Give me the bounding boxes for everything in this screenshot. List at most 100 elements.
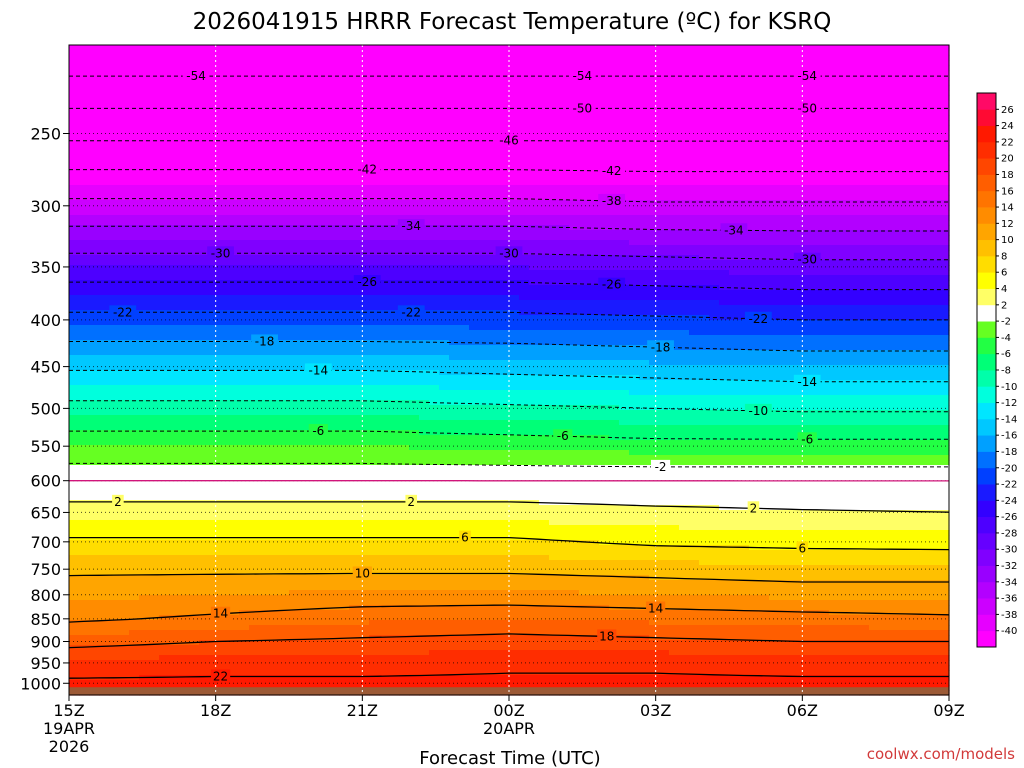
field-cell (379, 615, 390, 621)
field-cell (119, 445, 130, 451)
field-cell (269, 640, 280, 646)
field-cell (269, 245, 280, 251)
field-cell (179, 300, 190, 306)
field-cell (439, 265, 450, 271)
field-cell (279, 330, 290, 336)
field-cell (139, 115, 150, 121)
field-cell (319, 475, 330, 481)
field-cell (69, 505, 80, 511)
field-cell (169, 215, 180, 221)
field-cell (119, 365, 130, 371)
field-cell (119, 625, 130, 631)
field-cell (339, 515, 350, 521)
field-cell (229, 640, 240, 646)
field-cell (309, 625, 320, 631)
field-cell (219, 50, 230, 56)
field-cell (369, 665, 380, 671)
field-cell (319, 325, 330, 331)
field-cell (339, 170, 350, 176)
field-cell (279, 400, 290, 406)
field-cell (359, 205, 370, 211)
field-cell (409, 530, 420, 536)
field-cell (189, 465, 200, 471)
field-cell (179, 265, 190, 271)
field-cell (79, 385, 90, 391)
field-cell (89, 505, 100, 511)
field-cell (139, 490, 150, 496)
field-cell (279, 140, 290, 146)
field-cell (289, 505, 300, 511)
field-cell (439, 625, 450, 631)
field-cell (319, 110, 330, 116)
field-cell (429, 105, 440, 111)
field-cell (239, 255, 250, 261)
field-cell (299, 225, 310, 231)
field-cell (119, 245, 130, 251)
field-cell (79, 65, 90, 71)
field-cell (329, 650, 340, 656)
field-cell (359, 435, 370, 441)
field-cell (229, 505, 240, 511)
field-cell (169, 95, 180, 101)
field-cell (99, 360, 110, 366)
field-cell (219, 545, 230, 551)
field-cell (199, 230, 210, 236)
field-cell (359, 115, 370, 121)
field-cell (189, 130, 200, 136)
field-cell (219, 495, 230, 501)
field-cell (249, 540, 260, 546)
field-cell (209, 415, 220, 421)
field-cell (229, 600, 240, 606)
field-cell (179, 495, 190, 501)
field-cell (399, 675, 410, 681)
field-cell (299, 205, 310, 211)
field-cell (379, 320, 390, 326)
field-cell (429, 510, 440, 516)
field-cell (269, 595, 280, 601)
field-cell (309, 640, 320, 646)
field-cell (389, 585, 400, 591)
field-cell (329, 405, 340, 411)
field-cell (109, 75, 120, 81)
field-cell (259, 470, 270, 476)
field-cell (299, 235, 310, 241)
field-cell (309, 680, 320, 686)
field-cell (289, 365, 300, 371)
field-cell (259, 400, 270, 406)
field-cell (269, 500, 280, 506)
field-cell (409, 660, 420, 666)
field-cell (399, 625, 410, 631)
field-cell (279, 245, 290, 251)
field-cell (239, 340, 250, 346)
field-cell (419, 575, 430, 581)
field-cell (99, 150, 110, 156)
field-cell (439, 560, 450, 566)
field-cell (429, 555, 440, 561)
field-cell (259, 485, 270, 491)
field-cell (199, 570, 210, 576)
field-cell (409, 350, 420, 356)
field-cell (109, 290, 120, 296)
field-cell (239, 560, 250, 566)
field-cell (349, 485, 360, 491)
field-cell (389, 130, 400, 136)
field-cell (149, 125, 160, 131)
field-cell (389, 515, 400, 521)
field-cell (419, 285, 430, 291)
field-cell (209, 410, 220, 416)
field-cell (379, 450, 390, 456)
field-cell (439, 300, 450, 306)
field-cell (79, 530, 90, 536)
field-cell (209, 555, 220, 561)
field-cell (189, 610, 200, 616)
field-cell (239, 430, 250, 436)
field-cell (119, 110, 130, 116)
field-cell (359, 85, 370, 91)
field-cell (439, 145, 450, 151)
field-cell (279, 320, 290, 326)
field-cell (239, 545, 250, 551)
field-cell (409, 100, 420, 106)
field-cell (419, 665, 430, 671)
field-cell (389, 150, 400, 156)
field-cell (89, 90, 100, 96)
